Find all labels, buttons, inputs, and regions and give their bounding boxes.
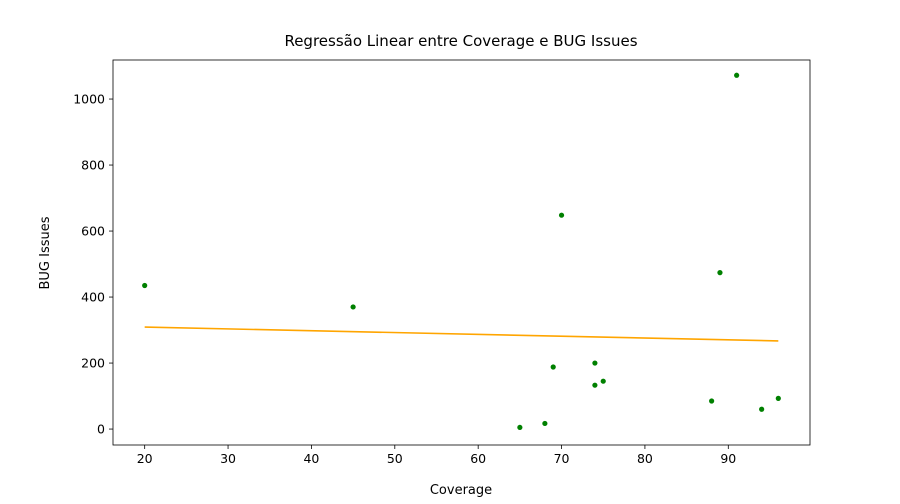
plot-frame — [112, 59, 811, 446]
data-point-11 — [734, 72, 740, 78]
x-tick-label: 80 — [637, 451, 653, 466]
x-tick-label: 20 — [137, 451, 153, 466]
data-point-5 — [558, 212, 565, 218]
y-tick-label: 400 — [81, 290, 105, 305]
data-point-2 — [517, 424, 523, 431]
y-axis-label: BUG Issues — [38, 216, 53, 289]
y-tick-label: 0 — [97, 422, 105, 437]
data-point-13 — [775, 395, 781, 401]
data-point-0 — [142, 282, 148, 289]
plot-area: 20 30 40 50 60 70 80 90 0 200 400 600 800 1000 — [73, 59, 811, 466]
x-tick-label: 90 — [720, 451, 736, 466]
data-point-3 — [542, 420, 548, 427]
x-axis-label: Coverage — [430, 483, 492, 498]
data-point-7 — [592, 382, 598, 388]
data-point-6 — [592, 360, 598, 366]
regression-line — [144, 326, 779, 342]
chart-title: Regressão Linear entre Coverage e BUG Is… — [284, 32, 637, 50]
y-tick-label: 600 — [81, 224, 105, 239]
y-tick-label: 800 — [81, 158, 105, 173]
data-point-10 — [717, 270, 723, 276]
data-point-8 — [600, 378, 606, 384]
x-tick-label: 70 — [554, 451, 570, 466]
x-tick-label: 60 — [470, 451, 486, 466]
x-tick-label: 50 — [387, 451, 403, 466]
y-tick-label: 200 — [81, 356, 105, 371]
x-tick-label: 40 — [303, 451, 319, 466]
data-point-9 — [709, 398, 715, 404]
x-tick-label: 30 — [220, 451, 236, 466]
data-point-1 — [350, 304, 356, 310]
y-tick-label: 1000 — [73, 92, 105, 107]
data-point-12 — [759, 406, 765, 412]
data-point-4 — [550, 364, 556, 370]
